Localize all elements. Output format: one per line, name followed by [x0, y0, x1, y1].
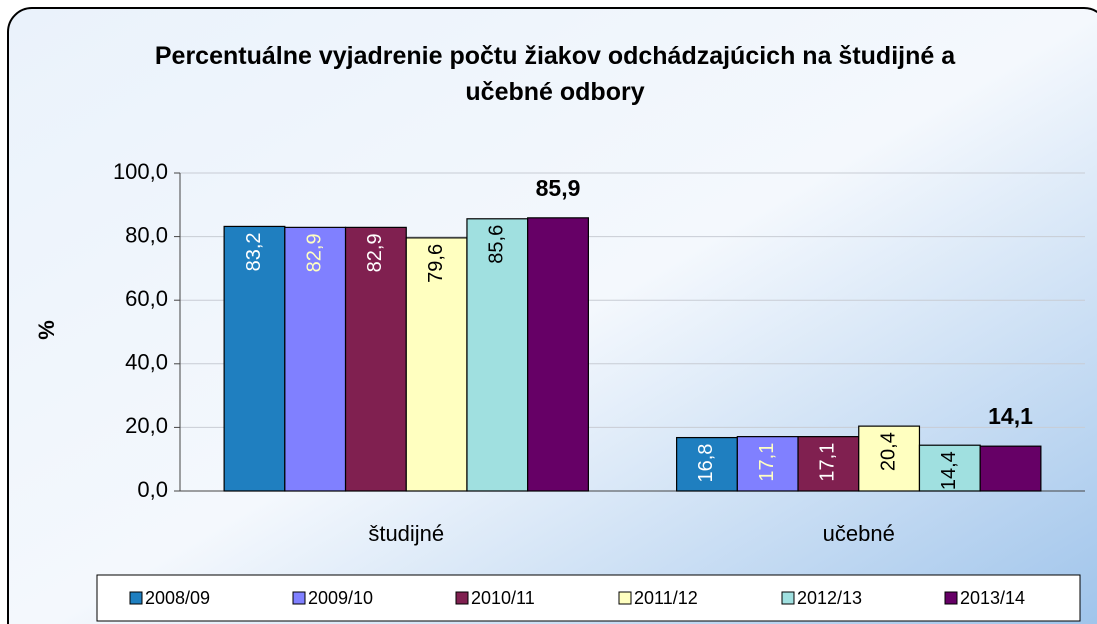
data-label: 79,6 [425, 244, 447, 283]
data-label: 17,1 [817, 443, 839, 482]
legend-label: 2012/13 [797, 588, 862, 608]
data-label: 85,9 [536, 175, 581, 201]
legend-box [96, 574, 1081, 622]
legend-label: 2013/14 [960, 588, 1025, 608]
data-label: 14,1 [988, 403, 1033, 429]
legend-label: 2008/09 [145, 588, 210, 608]
legend-swatch [618, 591, 632, 605]
data-label: 82,9 [364, 233, 386, 272]
data-label: 82,9 [303, 233, 325, 272]
data-label: 83,2 [243, 232, 265, 271]
legend-label: 2011/12 [634, 588, 698, 608]
data-label: 14,4 [938, 451, 960, 490]
x-tick-label: študijné [368, 521, 444, 546]
bar [676, 436, 738, 492]
bar [284, 226, 347, 492]
y-tick-label: 0,0 [137, 477, 168, 502]
bar [797, 436, 860, 492]
bar [918, 444, 981, 492]
y-tick-label: 80,0 [125, 222, 168, 247]
legend-swatch [944, 591, 958, 605]
bar [979, 445, 1042, 492]
legend-swatch [292, 591, 306, 605]
data-label: 17,1 [756, 443, 778, 482]
chart-title: Percentuálne vyjadrenie počtu žiakov odc… [154, 42, 956, 106]
data-label: 85,6 [486, 225, 508, 264]
legend-swatch [781, 591, 795, 605]
y-tick-label: 20,0 [125, 413, 168, 438]
y-tick-label: 40,0 [125, 350, 168, 375]
bar [405, 237, 468, 492]
y-tick-label: 60,0 [125, 286, 168, 311]
bar [736, 436, 799, 492]
bar [858, 425, 921, 492]
data-label: 16,8 [695, 444, 717, 483]
bar [466, 218, 529, 492]
x-tick-label: učebné [823, 521, 895, 546]
bar [527, 217, 589, 492]
y-tick-label: 100,0 [113, 159, 168, 184]
legend-label: 2009/10 [308, 588, 373, 608]
legend-swatch [455, 591, 469, 605]
legend-label: 2010/11 [471, 588, 535, 608]
y-axis-label: % [34, 320, 59, 340]
data-label: 20,4 [877, 432, 899, 471]
bar [344, 226, 407, 492]
legend-swatch [129, 591, 143, 605]
